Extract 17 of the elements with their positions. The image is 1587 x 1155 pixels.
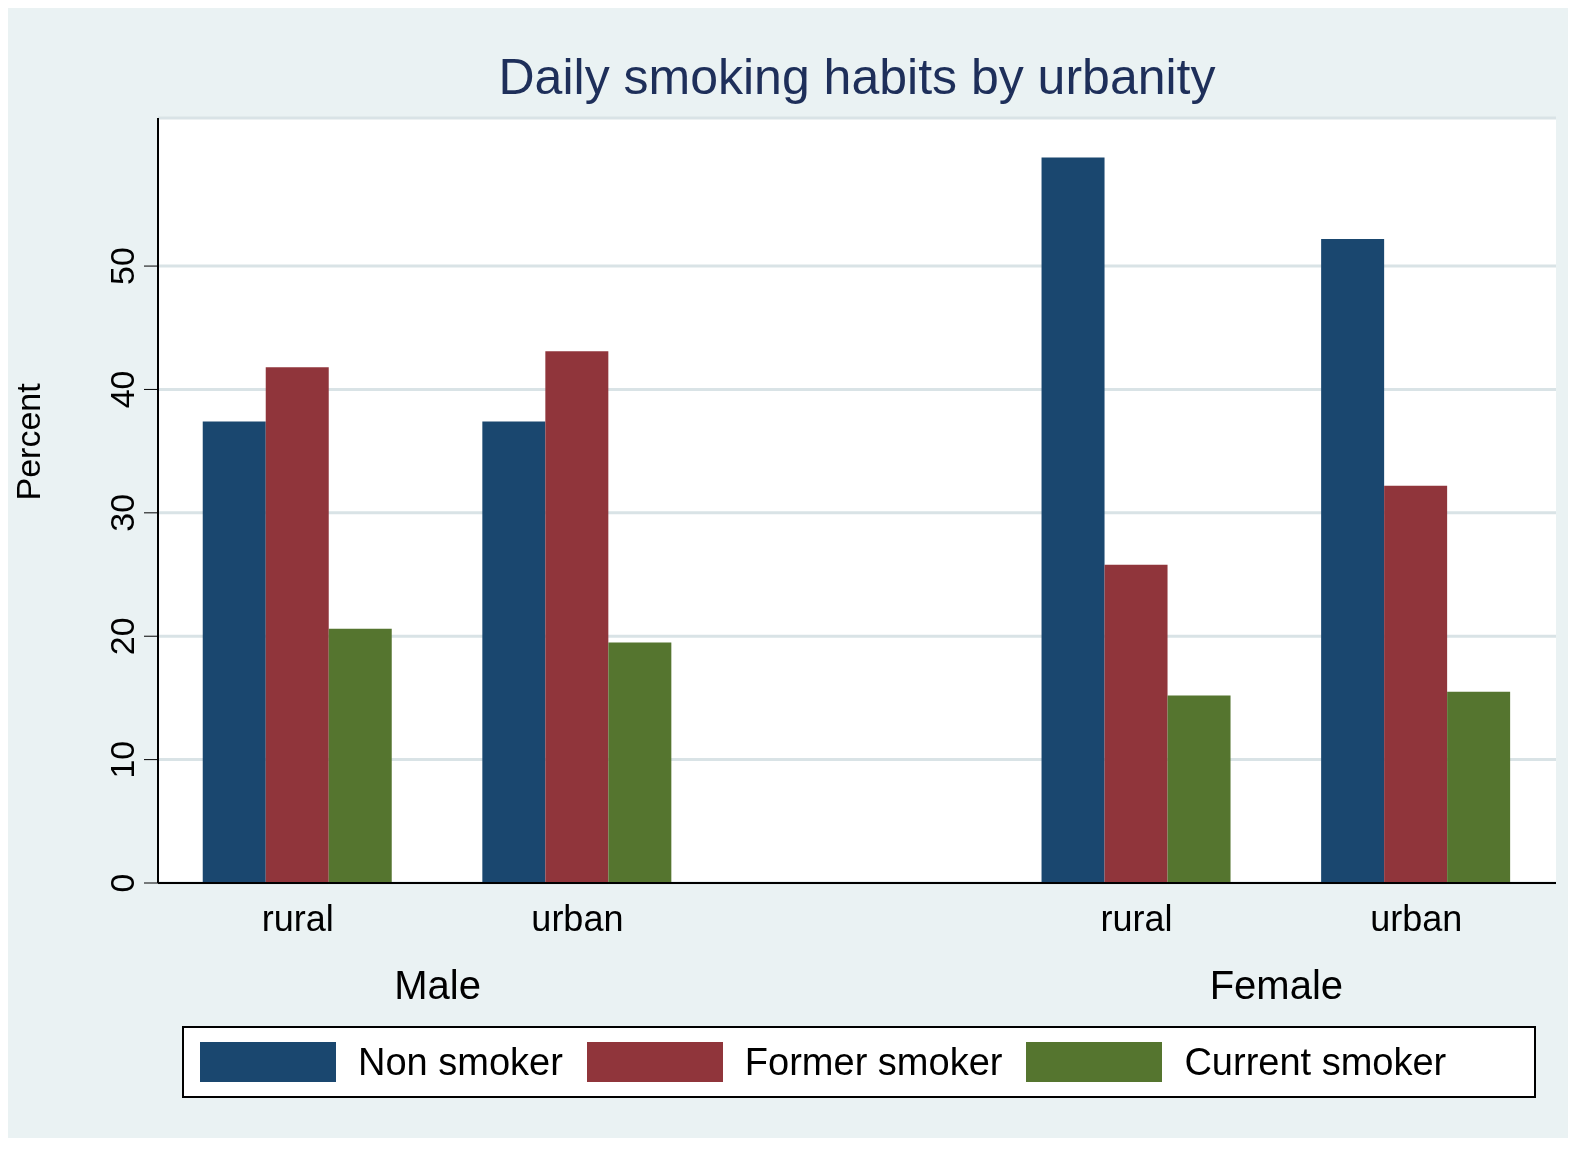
legend-label: Non smoker: [358, 1040, 563, 1084]
y-tick-label: 50: [103, 247, 141, 285]
legend-label: Current smoker: [1184, 1040, 1447, 1084]
y-tick-label: 0: [103, 873, 141, 893]
y-tick-label: 40: [103, 370, 141, 409]
y-tick-label: 30: [103, 493, 141, 532]
chart-title: Daily smoking habits by urbanity: [497, 48, 1217, 106]
text: Female: [1208, 963, 1345, 1008]
x-tick-label: rural: [1100, 898, 1173, 939]
text: Male: [393, 963, 482, 1008]
x-tick-label: rural: [261, 898, 334, 939]
x-tick-label: urban: [531, 898, 624, 939]
x-tick-label: urban: [1370, 898, 1463, 939]
y-tick-label: 10: [103, 740, 141, 779]
y-tick-label: 20: [103, 617, 141, 656]
y-axis-title: Percent: [9, 382, 48, 501]
legend-label: Former smoker: [744, 1040, 1003, 1084]
